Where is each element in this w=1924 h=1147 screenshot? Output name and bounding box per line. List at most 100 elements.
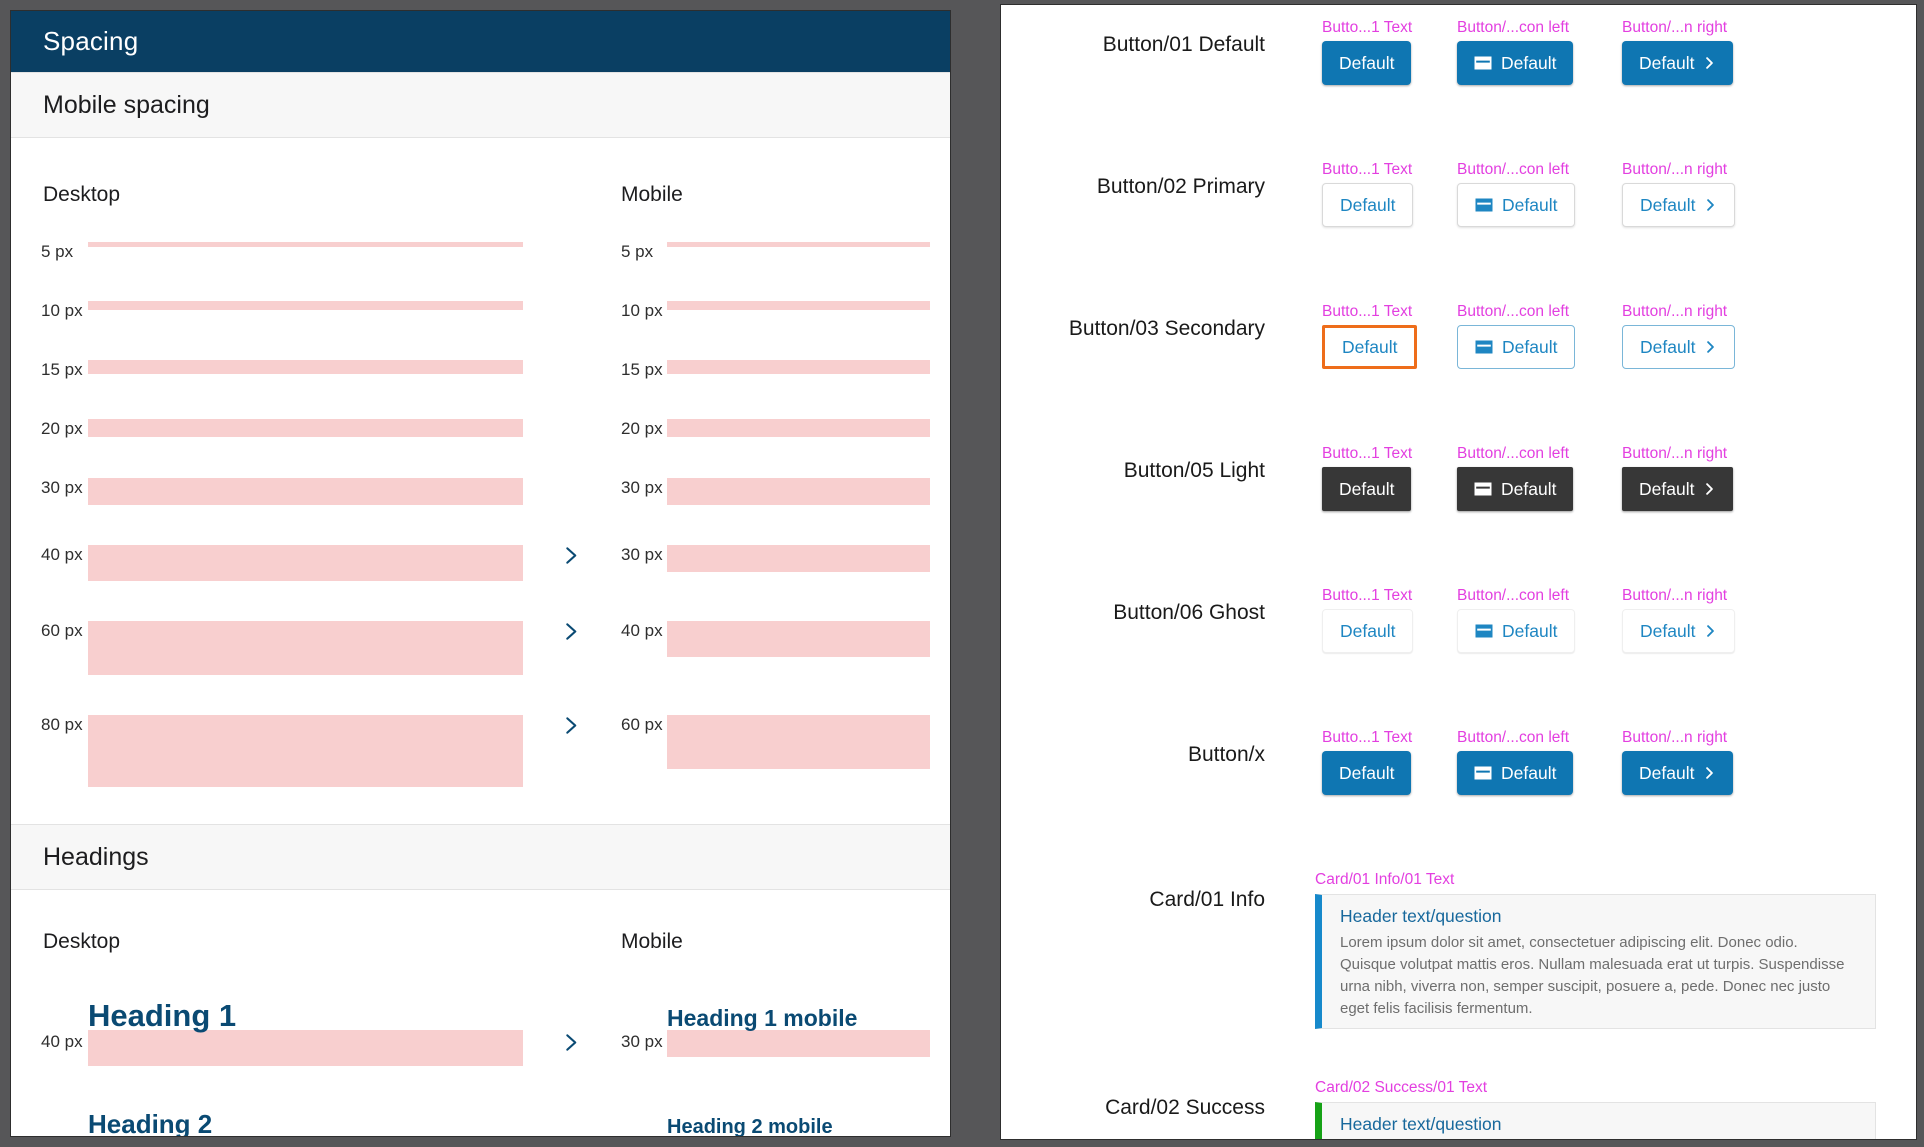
desktop-px-label: 15 px [41,360,83,379]
image-icon [1475,198,1493,212]
desktop-bar-cell [88,360,523,374]
variant-name-label: Button/...n right [1622,161,1728,178]
variant-column: Button/...n right Default [1622,446,1787,511]
variant-name-label: Button/...n right [1622,587,1728,604]
component-row: Card/02 Success Card/02 Success/01 Text He… [1001,1079,1916,1139]
button-primary-icon-left[interactable]: Default [1457,183,1576,227]
desktop-px-label: 20 px [41,419,83,438]
card-body-text: Lorem ipsum dolor sit amet, consectetuer… [1340,934,1845,1017]
mobile-px-label: 5 px [621,242,654,261]
button-secondary-text[interactable]: Default [1322,325,1418,369]
variant-column: Button/...con left Default [1457,162,1622,227]
heading-bar-mobile [667,1030,930,1057]
chevron-right-icon [566,547,577,564]
spacing-bar-desktop [88,715,523,787]
variant-column: Button/...con left Default [1457,446,1622,511]
button-light-icon-left[interactable]: Default [1457,467,1574,511]
variant-name-label: Butto...1 Text [1322,587,1413,604]
spacing-bar-desktop [88,621,523,675]
variant-name-label: Button/...con left [1457,445,1570,462]
spacing-bar-desktop [88,545,523,581]
button-light-icon-right[interactable]: Default [1622,467,1734,511]
button-label: Default [1501,52,1557,73]
spacing-header: Spacing [11,11,950,72]
button-secondary-icon-left[interactable]: Default [1457,325,1576,369]
mobile-px-label: 30 px [611,1107,667,1136]
arrow-cell [523,1107,611,1136]
variant-column: Butto...1 Text Default [1322,162,1457,227]
spacing-bar-mobile [667,478,930,505]
arrow-cell [523,1000,611,1053]
mobile-bar-cell [667,301,930,310]
spacing-row: 80 px 60 px [31,715,950,787]
spacing-row: 15 px 15 px [31,360,950,379]
component-row: Button/06 Ghost Butto...1 Text Default Butt… [1001,588,1916,653]
variant-name-label: Card/01 Info/01 Text [1315,871,1455,888]
button-solid-text[interactable]: Default [1322,41,1412,85]
spacing-bar-mobile [667,545,930,572]
variant-name-label: Button/...n right [1622,729,1728,746]
variant-column: Butto...1 Text Default [1322,20,1457,85]
variant-name-label: Button/...con left [1457,19,1570,36]
mobile-px-label: 30 px [621,478,663,497]
spacing-row: 60 px 40 px [31,621,950,675]
chevron-right-icon [1706,767,1714,779]
button-primary-text[interactable]: Default [1322,183,1414,227]
variant-name-label: Button/...con left [1457,161,1570,178]
chevron-right-icon [566,623,577,640]
desktop-heading-cell: Heading 2 [88,1107,523,1136]
variant-column: Button/...con left Default [1457,730,1622,795]
button-solid-icon-right[interactable]: Default [1622,751,1734,795]
button-label: Default [1339,52,1395,73]
spacing-column-labels: Desktop Mobile [11,183,950,207]
spacing-row: 30 px 30 px [31,478,950,505]
spacing-bar-desktop [88,419,523,437]
button-solid-icon-left[interactable]: Default [1457,751,1574,795]
button-label: Default [1342,336,1398,357]
button-secondary-icon-right[interactable]: Default [1622,325,1736,369]
variant-column: Button/...n right Default [1622,20,1787,85]
variant-column: Butto...1 Text Default [1322,446,1457,511]
button-light-text[interactable]: Default [1322,467,1412,511]
button-solid-icon-left[interactable]: Default [1457,41,1574,85]
headings-section-header: Headings [11,824,950,890]
chevron-right-icon [1707,341,1715,353]
chevron-right-icon [1707,625,1715,637]
button-primary-icon-right[interactable]: Default [1622,183,1736,227]
heading-bar-desktop [88,1030,523,1066]
variant-column: Button/...con left Default [1457,304,1622,369]
variant-name-label: Butto...1 Text [1322,445,1413,462]
mobile-px-label: 30 px [621,1032,663,1051]
mobile-px-label: 15 px [621,360,663,379]
mobile-px-label: 60 px [621,715,663,734]
image-icon [1475,624,1493,638]
variant-column: Button/...n right Default [1622,730,1787,795]
mobile-spacing-section-header: Mobile spacing [11,72,950,138]
spacing-row: 40 px 30 px [31,545,950,581]
arrow-cell [523,715,611,736]
button-ghost-icon-right[interactable]: Default [1622,609,1736,653]
button-label: Default [1640,194,1696,215]
spacing-rows: 5 px 5 px 10 px 10 px 15 px 15 px 20 px 20 px 30… [11,242,950,787]
button-ghost-text[interactable]: Default [1322,609,1414,653]
variant-name-label: Button/...con left [1457,303,1570,320]
variant-column: Button/...n right Default [1622,162,1787,227]
desktop-bar-cell [88,419,523,437]
variant-name-label: Card/02 Success/01 Text [1315,1079,1488,1096]
card-header-text: Header text/question [1340,1114,1502,1134]
mobile-bar-cell [667,360,930,374]
mobile-px-label: 10 px [621,301,663,320]
spacing-bar-desktop [88,478,523,505]
image-icon [1474,56,1492,70]
button-label: Default [1639,762,1695,783]
desktop-px-label: 80 px [41,715,83,734]
button-solid-icon-right[interactable]: Default [1622,41,1734,85]
button-label: Default [1339,478,1395,499]
spacing-row: 10 px 10 px [31,301,950,320]
button-solid-text[interactable]: Default [1322,751,1412,795]
button-ghost-icon-left[interactable]: Default [1457,609,1576,653]
mobile-bar-cell [667,242,930,247]
mobile-column-label: Mobile [621,930,683,953]
